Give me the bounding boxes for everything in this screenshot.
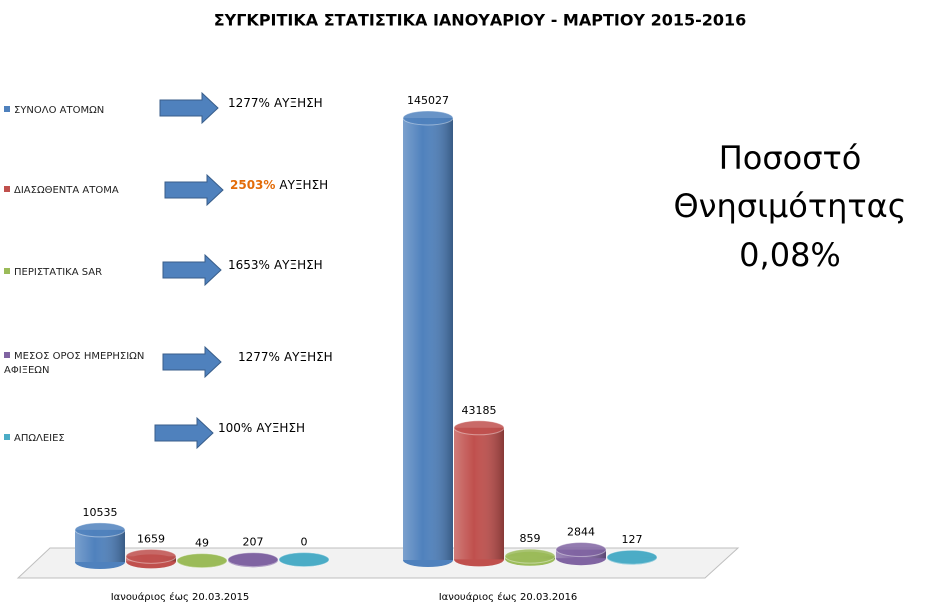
annotation: 2503% ΑΥΞΗΣΗ (230, 178, 328, 192)
cylinder (227, 552, 279, 568)
legend-entry: ΣΥΝΟΛΟ ΑΤΟΜΩΝ (4, 104, 164, 118)
arrow (164, 173, 224, 207)
legend-label: ΣΥΝΟΛΟ ΑΤΟΜΩΝ (14, 105, 105, 116)
arrow (162, 345, 222, 379)
chart-title: ΣΥΓΚΡΙΤΙΚΑ ΣΤΑΤΙΣΤΙΚΑ ΙΑΝΟΥΑΡΙΟΥ - ΜΑΡΤΙ… (214, 11, 747, 30)
legend-swatch (4, 186, 10, 192)
annotation-percent: 1653% (228, 258, 270, 272)
cylinder (504, 548, 556, 566)
annotation-percent: 1277% (238, 350, 280, 364)
legend-entry: ΑΠΩΛΕΙΕΣ (4, 432, 164, 446)
cylinder (453, 420, 505, 567)
value-label: 0 (301, 536, 308, 549)
annotation-text: ΑΥΞΗΣΗ (256, 421, 305, 435)
annotation-text: ΑΥΞΗΣΗ (284, 350, 333, 364)
annotation-text: ΑΥΞΗΣΗ (274, 258, 323, 272)
value-label: 207 (243, 536, 264, 549)
legend-label: ΠΕΡΙΣΤΑΤΙΚΑ SAR (14, 267, 103, 278)
cylinder-shade (403, 118, 453, 560)
cylinder (125, 548, 177, 569)
cylinder (555, 542, 607, 566)
cylinder-top (402, 110, 454, 126)
cylinder-top (176, 553, 228, 569)
value-label: 49 (195, 537, 209, 550)
legend-label: ΜΕΣΟΣ ΟΡΟΣ ΗΜΕΡΗΣΙΩΝ ΑΦΙΞΕΩΝ (4, 351, 145, 376)
legend-swatch (4, 434, 10, 440)
value-label: 1659 (137, 532, 165, 545)
value-label: 10535 (83, 506, 118, 519)
annotation-text: ΑΥΞΗΣΗ (279, 178, 328, 192)
value-label: 127 (622, 533, 643, 546)
cylinder (74, 522, 126, 569)
legend-entry: ΜΕΣΟΣ ΟΡΟΣ ΗΜΕΡΗΣΙΩΝ ΑΦΙΞΕΩΝ (4, 350, 164, 378)
value-label: 145027 (407, 94, 449, 107)
annotation: 1653% ΑΥΞΗΣΗ (228, 258, 323, 272)
cylinder-shade (454, 427, 504, 560)
cylinder (176, 553, 228, 569)
note-line: Θνησιμότητας (673, 187, 906, 225)
annotation: 1277% ΑΥΞΗΣΗ (238, 350, 333, 364)
x-tick-label: Ιανουάριος έως 20.03.2015 (111, 591, 250, 603)
cylinder-top (278, 552, 330, 568)
cylinder-top (555, 542, 607, 558)
legend-label: ΔΙΑΣΩΘΕΝΤΑ ΑΤΟΜΑ (14, 185, 119, 196)
note-line: 0,08% (739, 236, 841, 274)
x-tick-label: Ιανουάριος έως 20.03.2016 (439, 591, 578, 603)
value-label: 43185 (462, 404, 497, 417)
annotation-text: ΑΥΞΗΣΗ (274, 96, 323, 110)
note-line: Ποσοστό (719, 139, 862, 177)
legend-swatch (4, 106, 10, 112)
legend-entry: ΔΙΑΣΩΘΕΝΤΑ ΑΤΟΜΑ (4, 184, 164, 198)
cylinder (606, 549, 658, 565)
arrow (159, 91, 219, 125)
cylinder-top (606, 549, 658, 565)
value-label: 2844 (567, 526, 595, 539)
legend-label: ΑΠΩΛΕΙΕΣ (14, 433, 65, 444)
annotation-percent: 100% (218, 421, 252, 435)
annotation: 100% ΑΥΞΗΣΗ (218, 421, 305, 435)
value-label: 859 (520, 532, 541, 545)
annotation-percent: 1277% (228, 96, 270, 110)
cylinder-top (74, 522, 126, 538)
annotation: 1277% ΑΥΞΗΣΗ (228, 96, 323, 110)
cylinder (278, 552, 330, 568)
cylinder-top (504, 548, 556, 564)
cylinder-top (227, 552, 279, 568)
cylinder-top (125, 548, 177, 564)
legend-swatch (4, 268, 10, 274)
legend-swatch (4, 352, 10, 358)
legend-entry: ΠΕΡΙΣΤΑΤΙΚΑ SAR (4, 266, 164, 280)
arrow (154, 416, 214, 450)
cylinder-top (453, 420, 505, 436)
cylinder (402, 110, 454, 567)
annotation-percent: 2503% (230, 178, 275, 192)
arrow (162, 253, 222, 287)
